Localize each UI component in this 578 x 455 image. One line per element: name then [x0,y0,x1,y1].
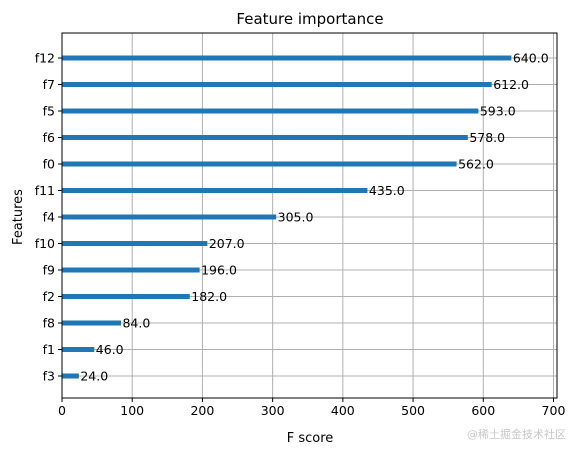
bar-f11 [62,188,368,193]
bars-group [62,55,512,379]
bar-f8 [62,320,121,326]
data-labels: 640.0 612.0 593.0 578.0 562.0 435.0 305.0 207.0… [80,51,548,384]
data-label-f1: 46.0 [96,342,124,357]
y-tick-label-f5: f5 [43,104,55,119]
data-label-f6: 578.0 [469,130,505,145]
data-label-f3: 24.0 [80,369,108,384]
watermark: @稀土掘金技术社区 [467,427,566,441]
bar-f3 [62,373,79,379]
bar-f9 [62,267,200,273]
y-tick-label-f8: f8 [43,316,55,331]
bar-f1 [62,347,95,352]
data-label-f4: 305.0 [278,210,314,225]
data-label-f12: 640.0 [513,51,549,66]
bar-f6 [62,135,468,140]
x-tick-label: 400 [331,403,355,418]
x-tick-label: 700 [542,403,566,418]
y-axis-ticks: f12 f7 f5 f6 f0 f11 f4 f10 f9 f2 f8 f1 f3 [35,51,62,384]
data-label-f9: 196.0 [201,263,237,278]
x-tick-label: 600 [471,403,495,418]
y-tick-label-f6: f6 [43,130,55,145]
y-tick-label-f0: f0 [43,157,55,172]
data-label-f0: 562.0 [458,157,494,172]
y-tick-label-f7: f7 [43,77,55,92]
bar-f10 [62,241,208,246]
x-tick-label: 100 [120,403,144,418]
data-label-f10: 207.0 [209,236,245,251]
chart-title: Feature importance [236,10,383,28]
data-label-f7: 612.0 [493,77,529,92]
plot-frame [61,32,558,399]
y-tick-label-f10: f10 [35,236,55,251]
y-tick-label-f11: f11 [35,183,55,198]
bar-f5 [62,108,479,114]
x-tick-label: 500 [401,403,425,418]
x-tick-label: 200 [190,403,214,418]
y-tick-label-f2: f2 [43,289,55,304]
data-label-f5: 593.0 [480,104,516,119]
y-tick-label-f4: f4 [43,210,55,225]
bar-f2 [62,294,190,299]
y-tick-label-f1: f1 [43,342,55,357]
y-tick-label-f12: f12 [35,51,55,66]
y-tick-label-f3: f3 [43,369,55,384]
x-axis-ticks: 0 100 200 300 400 500 600 700 [58,398,565,418]
data-label-f2: 182.0 [191,289,227,304]
bar-f12 [62,55,512,61]
x-tick-label: 300 [261,403,285,418]
x-axis-label: F score [287,431,334,446]
bar-f0 [62,161,457,167]
bar-f7 [62,82,492,87]
data-label-f11: 435.0 [369,183,405,198]
bar-f4 [62,214,277,220]
y-axis-label: Features [11,189,26,245]
x-tick-label: 0 [58,403,66,418]
y-tick-label-f9: f9 [43,263,55,278]
data-label-f8: 84.0 [122,316,150,331]
